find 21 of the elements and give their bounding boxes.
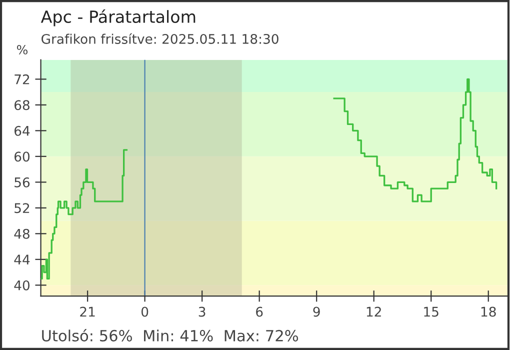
y-tick-label: 64	[14, 126, 30, 136]
y-tick-label: 48	[14, 228, 30, 239]
y-tick-label: 72	[14, 74, 30, 84]
x-tick-label: 12	[366, 306, 381, 317]
x-tick-label: 9	[313, 306, 320, 317]
y-tick-label: 68	[14, 100, 30, 110]
y-tick-label: 52	[14, 203, 30, 214]
x-tick-label: 18	[481, 306, 496, 317]
x-tick-label: 15	[424, 306, 438, 317]
x-tick-label: 6	[256, 306, 263, 317]
x-tick-label: 3	[198, 306, 206, 317]
text: Utolsó: 56% Min: 41% Max: 72%	[42, 329, 298, 342]
y-tick-label: 60	[14, 152, 30, 162]
chart-title: Apc - Páratartalom	[40, 9, 196, 26]
y-tick-label: 44	[14, 254, 30, 264]
x-tick-label: 21	[80, 306, 95, 317]
chart-subtitle: Grafikon frissítve: 2025.05.11 18:30	[42, 33, 278, 44]
x-tick-label: 0	[141, 306, 148, 317]
y-tick-label: 40	[14, 280, 30, 290]
y-axis-title: %	[17, 44, 28, 54]
y-tick-label: 56	[14, 177, 30, 188]
